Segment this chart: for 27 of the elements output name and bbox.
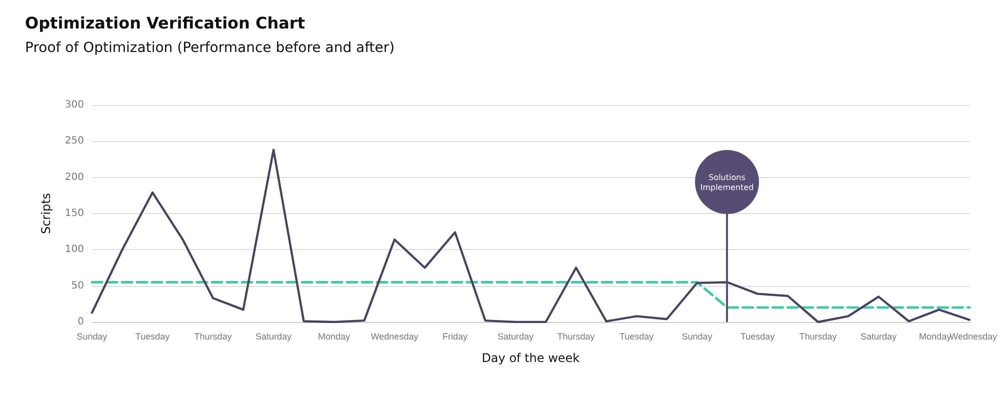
x-tick-label: Sunday: [76, 332, 108, 342]
x-tick-label: Thursday: [799, 332, 838, 342]
chart-subtitle: Proof of Optimization (Performance before and after): [25, 40, 395, 56]
x-axis-title: Day of the week: [482, 351, 580, 365]
x-tick-label: Wednesday: [370, 332, 419, 342]
x-tick-label: Tuesday: [619, 332, 654, 342]
annotation: Solutions Implemented: [700, 173, 754, 192]
y-tick-label: 300: [64, 100, 84, 110]
x-tick-label: Tuesday: [135, 332, 170, 342]
x-tick-label: Saturday: [256, 332, 292, 342]
x-tick-label: Friday: [442, 332, 468, 342]
y-tick-label: 200: [64, 172, 84, 183]
y-tick-label: 250: [64, 136, 84, 147]
x-tick-label: Sunday: [682, 332, 713, 342]
line-series: [90, 148, 970, 324]
chart-title: Optimization Verification Chart: [25, 14, 306, 32]
y-tick-label: 150: [64, 208, 84, 219]
x-tick-label: Saturday: [860, 332, 898, 342]
y-tick-label: 50: [71, 280, 84, 292]
x-tick-label: Thursday: [557, 332, 596, 342]
y-tick-label: 100: [64, 244, 84, 256]
x-tick-label: Thursday: [194, 332, 232, 342]
x-tick-label: Saturday: [498, 332, 534, 342]
x-tick-label: Tuesday: [740, 332, 776, 342]
x-tick-label: Monday: [318, 332, 351, 342]
y-axis-title: Scripts: [39, 192, 53, 234]
y-tick-label: 0: [78, 316, 84, 328]
